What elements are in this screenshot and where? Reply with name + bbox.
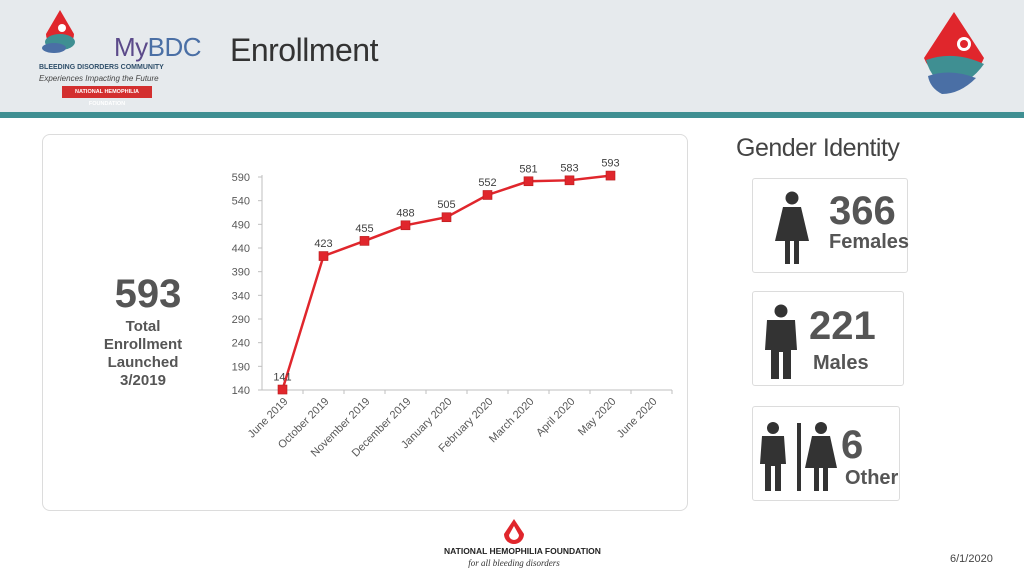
x-tick-label: May 2020 [576, 396, 619, 439]
logo-tagline: Experiences Impacting the Future [39, 74, 159, 83]
data-point [564, 175, 575, 186]
data-label: 593 [601, 158, 619, 170]
other-stat-box: 6 Other [752, 406, 900, 501]
females-count: 366 [829, 189, 896, 233]
females-label: Females [829, 231, 910, 253]
data-point [400, 220, 411, 231]
data-label: 505 [437, 199, 455, 211]
female-icon [775, 191, 809, 264]
data-label: 455 [355, 223, 373, 235]
slide-date: 6/1/2020 [950, 553, 993, 565]
data-label: 423 [314, 238, 332, 250]
chart-card [42, 134, 688, 511]
data-point [482, 190, 493, 200]
page-title: Enrollment [230, 32, 378, 68]
females-stat-box: 366 Females [752, 178, 910, 273]
nhf-logo: NATIONAL HEMOPHILIA FOUNDATION for all b… [444, 518, 601, 574]
other-count: 6 [841, 423, 864, 467]
data-point [277, 384, 288, 395]
total-enrollment-number: 593 [114, 272, 182, 316]
header-accent-bar [0, 112, 1024, 118]
corner-drop-logo-icon [924, 12, 984, 94]
gender-identity-title: Gender Identity [736, 134, 900, 162]
nhf-name: NATIONAL HEMOPHILIA FOUNDATION [444, 546, 601, 556]
data-point [359, 236, 370, 246]
y-tick-label: 340 [232, 290, 250, 302]
males-stat-box: 221 Males [752, 291, 904, 386]
data-label: 488 [396, 207, 414, 219]
nhf-tagline: for all bleeding disorders [468, 558, 560, 568]
header-band [0, 0, 1024, 112]
mybdc-logo: MyBDC BLEEDING DISORDERS COMMUNITY Exper… [36, 8, 202, 107]
nhf-drop-icon [504, 519, 524, 544]
data-label: 583 [560, 162, 578, 174]
data-point [605, 170, 616, 181]
restroom-icon [760, 422, 837, 491]
logo-badge: NATIONAL HEMOPHILIA FOUNDATION [62, 86, 152, 107]
data-label: 141 [273, 372, 291, 384]
data-point [441, 212, 452, 223]
data-label: 552 [478, 177, 496, 189]
y-tick-label: 490 [232, 219, 250, 231]
males-count: 221 [809, 304, 876, 348]
x-tick-label: April 2020 [534, 396, 578, 440]
data-point [318, 251, 329, 261]
other-label: Other [845, 467, 899, 489]
y-tick-label: 140 [232, 385, 250, 397]
y-tick-label: 590 [232, 172, 250, 184]
y-tick-label: 440 [232, 243, 250, 255]
total-enrollment-label: Total Enrollment Launched 3/2019 [103, 318, 183, 389]
y-tick-label: 190 [232, 361, 250, 373]
males-label: Males [813, 352, 869, 374]
mybdc-wordmark: MyBDC [114, 32, 202, 62]
male-icon [765, 304, 797, 379]
y-tick-label: 240 [232, 338, 250, 350]
logo-subtitle: BLEEDING DISORDERS COMMUNITY [39, 64, 164, 71]
y-tick-label: 290 [232, 314, 250, 326]
y-tick-label: 540 [232, 196, 250, 208]
y-tick-label: 390 [232, 267, 250, 279]
mybdc-drop-icon [42, 10, 75, 53]
data-label: 581 [519, 163, 537, 175]
x-tick-label: June 2020 [615, 396, 660, 441]
data-point [523, 176, 534, 187]
